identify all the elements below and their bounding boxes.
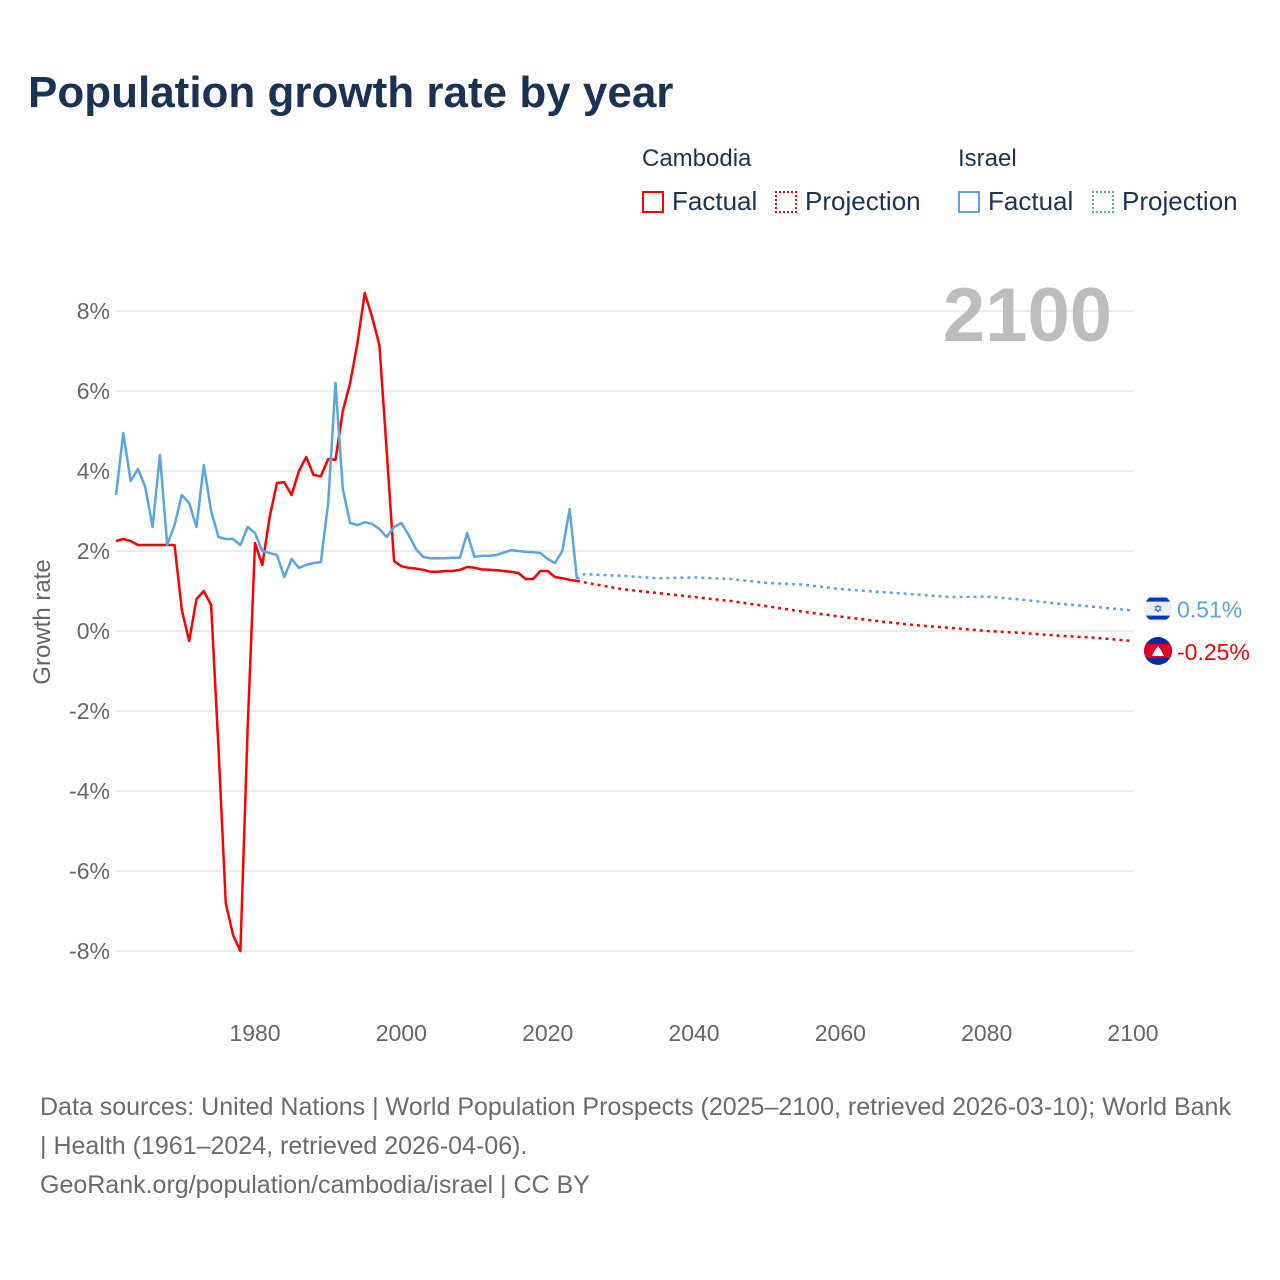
- y-tick-label: 4%: [77, 458, 110, 484]
- legend-israel-factual[interactable]: Factual: [958, 186, 1073, 217]
- legend-swatch-dotted: [775, 190, 797, 213]
- flag-body: [1144, 637, 1172, 665]
- legend-cambodia-projection[interactable]: Projection: [775, 186, 921, 217]
- legend-cambodia-factual[interactable]: Factual: [642, 186, 757, 217]
- x-tick-label: 2040: [668, 1020, 719, 1046]
- series-line-cambodia-projection: [576, 579, 1134, 643]
- flag-stripe: [1144, 615, 1172, 620]
- current-year-label: 2100: [942, 273, 1112, 358]
- y-axis-label: Growth rate: [29, 559, 56, 684]
- legend-swatch-dotted: [1092, 190, 1114, 213]
- flag-cambodia-icon: [1144, 637, 1172, 665]
- x-tick-label: 1980: [229, 1020, 280, 1046]
- y-tick-label: -8%: [69, 938, 110, 964]
- x-tick-label: 2100: [1107, 1020, 1158, 1046]
- x-tick-label: 2020: [522, 1020, 573, 1046]
- legend-label: Factual: [988, 186, 1074, 216]
- x-tick-label: 2000: [376, 1020, 427, 1046]
- legend-swatch-solid: [642, 190, 664, 213]
- series-line-israel-factual: [114, 381, 579, 580]
- legend-label: Factual: [672, 186, 758, 216]
- y-tick-label: -2%: [69, 698, 110, 724]
- series-line-cambodia-factual: [115, 291, 578, 953]
- legend-label: Projection: [805, 186, 921, 216]
- legend-heading-israel: Israel: [958, 145, 1017, 172]
- chart-title: Population growth rate by year: [28, 68, 674, 117]
- end-value-label-cambodia: -0.25%: [1177, 639, 1250, 665]
- y-tick-label: 2%: [77, 538, 110, 564]
- legend-label: Projection: [1122, 186, 1238, 216]
- legend-swatch-solid: [958, 190, 980, 213]
- y-tick-label: 6%: [77, 378, 110, 404]
- x-tick-label: 2080: [961, 1020, 1012, 1046]
- legend-heading-cambodia: Cambodia: [642, 145, 752, 172]
- star-of-david-icon: ✡: [1153, 604, 1162, 616]
- footer: Data sources: United Nations | World Pop…: [40, 1088, 1240, 1205]
- flag-israel-icon: ✡: [1144, 594, 1172, 623]
- data-sources: Data sources: United Nations | World Pop…: [40, 1093, 1231, 1160]
- credit-link[interactable]: GeoRank.org/population/cambodia/israel |…: [40, 1171, 590, 1199]
- end-value-label-israel: 0.51%: [1177, 597, 1242, 623]
- y-tick-label: 8%: [77, 298, 110, 324]
- x-tick-label: 2060: [815, 1020, 866, 1046]
- flag-body: ✡: [1144, 594, 1172, 623]
- y-tick-label: -4%: [69, 778, 110, 804]
- angkor-wat-icon: [1152, 646, 1164, 656]
- y-tick-label: -6%: [69, 858, 110, 884]
- flag-stripe: [1144, 597, 1172, 602]
- legend-israel-projection[interactable]: Projection: [1092, 186, 1238, 217]
- y-tick-label: 0%: [77, 618, 110, 644]
